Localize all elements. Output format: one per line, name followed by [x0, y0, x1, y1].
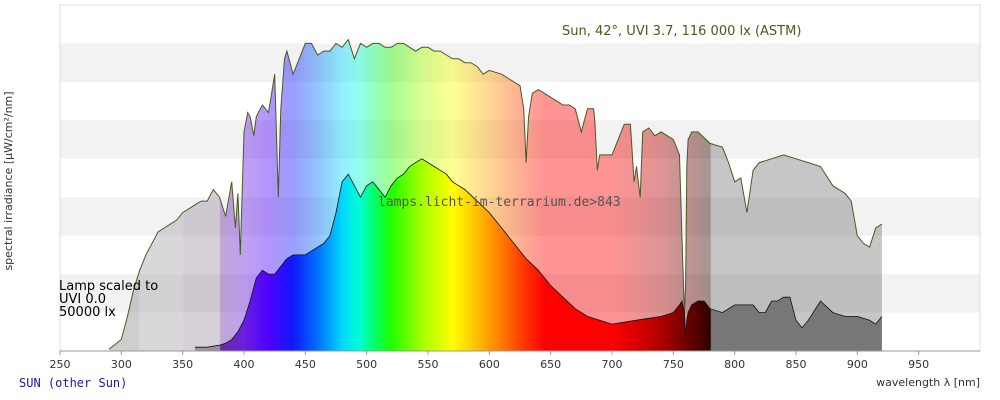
grid-band [60, 43, 980, 82]
watermark-text: lamps.licht-im-terrarium.de>843 [378, 195, 621, 210]
x-tick-label: 400 [234, 358, 255, 371]
x-tick-label: 350 [172, 358, 193, 371]
x-tick-label: 900 [847, 358, 868, 371]
x-tick-label: 650 [540, 358, 561, 371]
y-axis-label: spectral irradiance [µW/cm²/nm] [2, 91, 15, 270]
lamp-annotation-line-1: Lamp scaled to [59, 279, 158, 294]
x-tick-label: 500 [356, 358, 377, 371]
x-axis-label: wavelength λ [nm] [876, 376, 980, 389]
x-tick-label: 950 [908, 358, 929, 371]
x-tick-label: 850 [786, 358, 807, 371]
sun-spectrum-line [108, 38, 883, 350]
x-tick-label: 300 [111, 358, 132, 371]
sun-source-link[interactable]: SUN (other Sun) [19, 376, 128, 390]
lamp-annotation-line-3: 50000 lx [59, 305, 116, 320]
x-axis-ticks: 250 300 350 400 450 500 550 600 650 700 750 800 850 9… [50, 351, 929, 371]
x-tick-label: 750 [663, 358, 684, 371]
lamp-spectrum-line [194, 158, 883, 348]
chart-title: Sun, 42°, UVI 3.7, 116 000 lx (ASTM) [562, 24, 801, 39]
x-tick-label: 800 [724, 358, 745, 371]
grid-band [60, 5, 980, 44]
x-tick-label: 600 [479, 358, 500, 371]
x-tick-label: 250 [50, 358, 71, 371]
x-tick-label: 550 [418, 358, 439, 371]
x-tick-label: 450 [295, 358, 316, 371]
x-tick-label: 700 [602, 358, 623, 371]
lamp-annotation-line-2: UVI 0.0 [59, 292, 106, 307]
